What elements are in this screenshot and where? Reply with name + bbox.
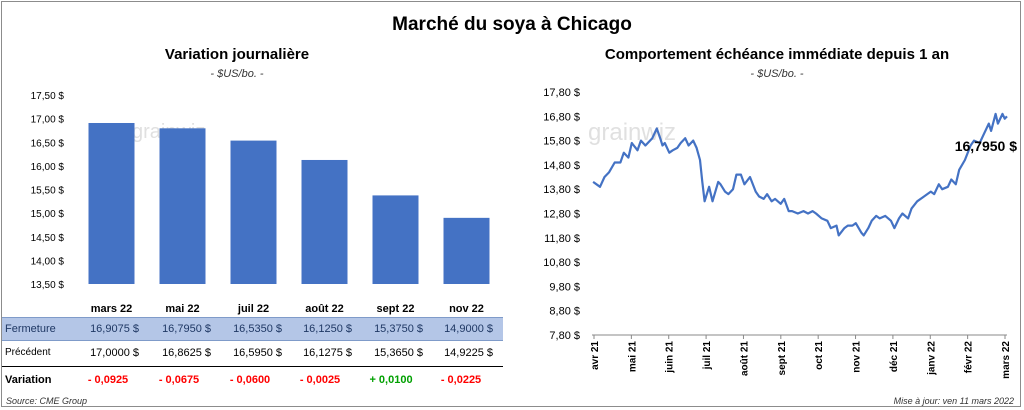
x-tick-label: sept 22 bbox=[377, 303, 415, 315]
precedent-value: 16,8625 $ bbox=[162, 347, 211, 359]
variation-value: - 0,0925 bbox=[87, 374, 129, 386]
bar bbox=[159, 128, 206, 284]
right-chart-title: Comportement échéance immédiate depuis 1… bbox=[604, 46, 950, 63]
y-tick-label: 12,80 $ bbox=[543, 209, 580, 221]
x-tick-label: août 22 bbox=[305, 303, 344, 315]
fermeture-value: 15,3750 $ bbox=[374, 323, 423, 335]
y-tick-label: 14,80 $ bbox=[543, 160, 580, 172]
variation-value: - 0,0600 bbox=[229, 374, 271, 386]
x-tick-label: mars 22 bbox=[1001, 341, 1012, 379]
precedent-value: 15,3650 $ bbox=[374, 347, 423, 359]
y-tick-label: 16,50 $ bbox=[31, 138, 65, 149]
right-chart-subtitle: - $US/bo. - bbox=[750, 68, 804, 80]
y-tick-label: 17,80 $ bbox=[543, 87, 580, 99]
y-tick-label: 11,80 $ bbox=[544, 233, 580, 245]
table-row-precedent: Précédent 17,0000 $ 16,8625 $ 16,5950 $ … bbox=[2, 342, 503, 364]
x-tick-label: nov 22 bbox=[449, 303, 484, 315]
x-tick-label: nov 21 bbox=[852, 341, 863, 373]
left-chart-subtitle: - $US/bo. - bbox=[210, 68, 264, 80]
table-divider bbox=[2, 366, 503, 367]
fermeture-value: 16,5350 $ bbox=[233, 323, 282, 335]
variation-value: - 0,0225 bbox=[440, 374, 482, 386]
x-tick-label: mai 22 bbox=[165, 303, 199, 315]
price-line bbox=[592, 112, 1008, 237]
last-value-label: 16,7950 $ bbox=[955, 138, 1017, 154]
x-tick-label: déc 21 bbox=[889, 341, 900, 373]
fermeture-value: 16,7950 $ bbox=[162, 323, 211, 335]
y-tick-label: 13,50 $ bbox=[31, 280, 65, 291]
y-tick-label: 15,50 $ bbox=[31, 186, 65, 197]
x-tick-label: août 21 bbox=[739, 341, 750, 376]
x-tick-label: mars 22 bbox=[91, 303, 133, 315]
row-label-precedent: Précédent bbox=[5, 347, 51, 358]
y-tick-label: 10,80 $ bbox=[543, 257, 580, 269]
y-tick-label: 9,80 $ bbox=[549, 281, 580, 293]
bar bbox=[443, 217, 490, 284]
variation-value: - 0,0025 bbox=[299, 374, 341, 386]
y-tick-label: 16,80 $ bbox=[543, 111, 580, 123]
x-tick-label: sept 21 bbox=[777, 341, 788, 376]
x-tick-label: juin 21 bbox=[665, 341, 676, 374]
precedent-value: 17,0000 $ bbox=[90, 347, 139, 359]
fermeture-value: 16,1250 $ bbox=[303, 323, 352, 335]
fermeture-value: 14,9000 $ bbox=[444, 323, 493, 335]
line-chart: 7,80 $ 8,80 $ 9,80 $ 10,80 $ 11,80 $ 12,80 $ 1… bbox=[543, 87, 1017, 379]
y-tick-label: 15,00 $ bbox=[31, 209, 65, 220]
table-row-fermeture: Fermeture 16,9075 $ 16,7950 $ 16,5350 $ … bbox=[2, 317, 503, 341]
y-tick-label: 13,80 $ bbox=[543, 184, 580, 196]
bar bbox=[88, 122, 135, 284]
bar bbox=[301, 159, 348, 284]
y-tick-label: 14,50 $ bbox=[31, 233, 65, 244]
x-tick-label: janv 22 bbox=[926, 341, 937, 376]
precedent-value: 16,5950 $ bbox=[233, 347, 282, 359]
x-tick-label: oct 21 bbox=[814, 341, 825, 370]
x-tick-label: juil 22 bbox=[237, 303, 269, 315]
row-label-variation: Variation bbox=[5, 374, 52, 386]
x-tick-label: juil 21 bbox=[702, 341, 713, 371]
bar-chart: 13,50 $ 14,00 $ 14,50 $ 15,00 $ 15,50 $ 16,00… bbox=[31, 91, 490, 315]
variation-value: - 0,0675 bbox=[158, 374, 200, 386]
y-tick-label: 17,50 $ bbox=[31, 91, 65, 102]
table-row-variation: Variation - 0,0925 - 0,0675 - 0,0600 - 0… bbox=[2, 369, 503, 391]
precedent-value: 16,1275 $ bbox=[303, 347, 352, 359]
fermeture-value: 16,9075 $ bbox=[90, 323, 139, 335]
y-tick-label: 17,00 $ bbox=[31, 115, 65, 126]
update-note: Mise à jour: ven 11 mars 2022 bbox=[893, 396, 1014, 406]
x-tick-label: mai 21 bbox=[627, 341, 638, 373]
row-label-fermeture: Fermeture bbox=[5, 323, 56, 335]
y-tick-label: 15,80 $ bbox=[543, 136, 580, 148]
y-tick-label: 7,80 $ bbox=[549, 330, 580, 342]
x-tick-label: avr 21 bbox=[590, 341, 601, 370]
y-tick-label: 8,80 $ bbox=[549, 306, 580, 318]
y-tick-label: 14,00 $ bbox=[31, 256, 65, 267]
precedent-value: 14,9225 $ bbox=[444, 347, 493, 359]
source-note: Source: CME Group bbox=[6, 396, 88, 406]
main-title: Marché du soya à Chicago bbox=[392, 14, 632, 35]
left-chart-title: Variation journalière bbox=[164, 46, 310, 63]
bar bbox=[372, 195, 419, 284]
bar bbox=[230, 140, 277, 284]
variation-value: + 0,0100 bbox=[369, 374, 413, 386]
x-tick-label: févr 22 bbox=[964, 341, 975, 374]
y-tick-label: 16,00 $ bbox=[31, 162, 65, 173]
